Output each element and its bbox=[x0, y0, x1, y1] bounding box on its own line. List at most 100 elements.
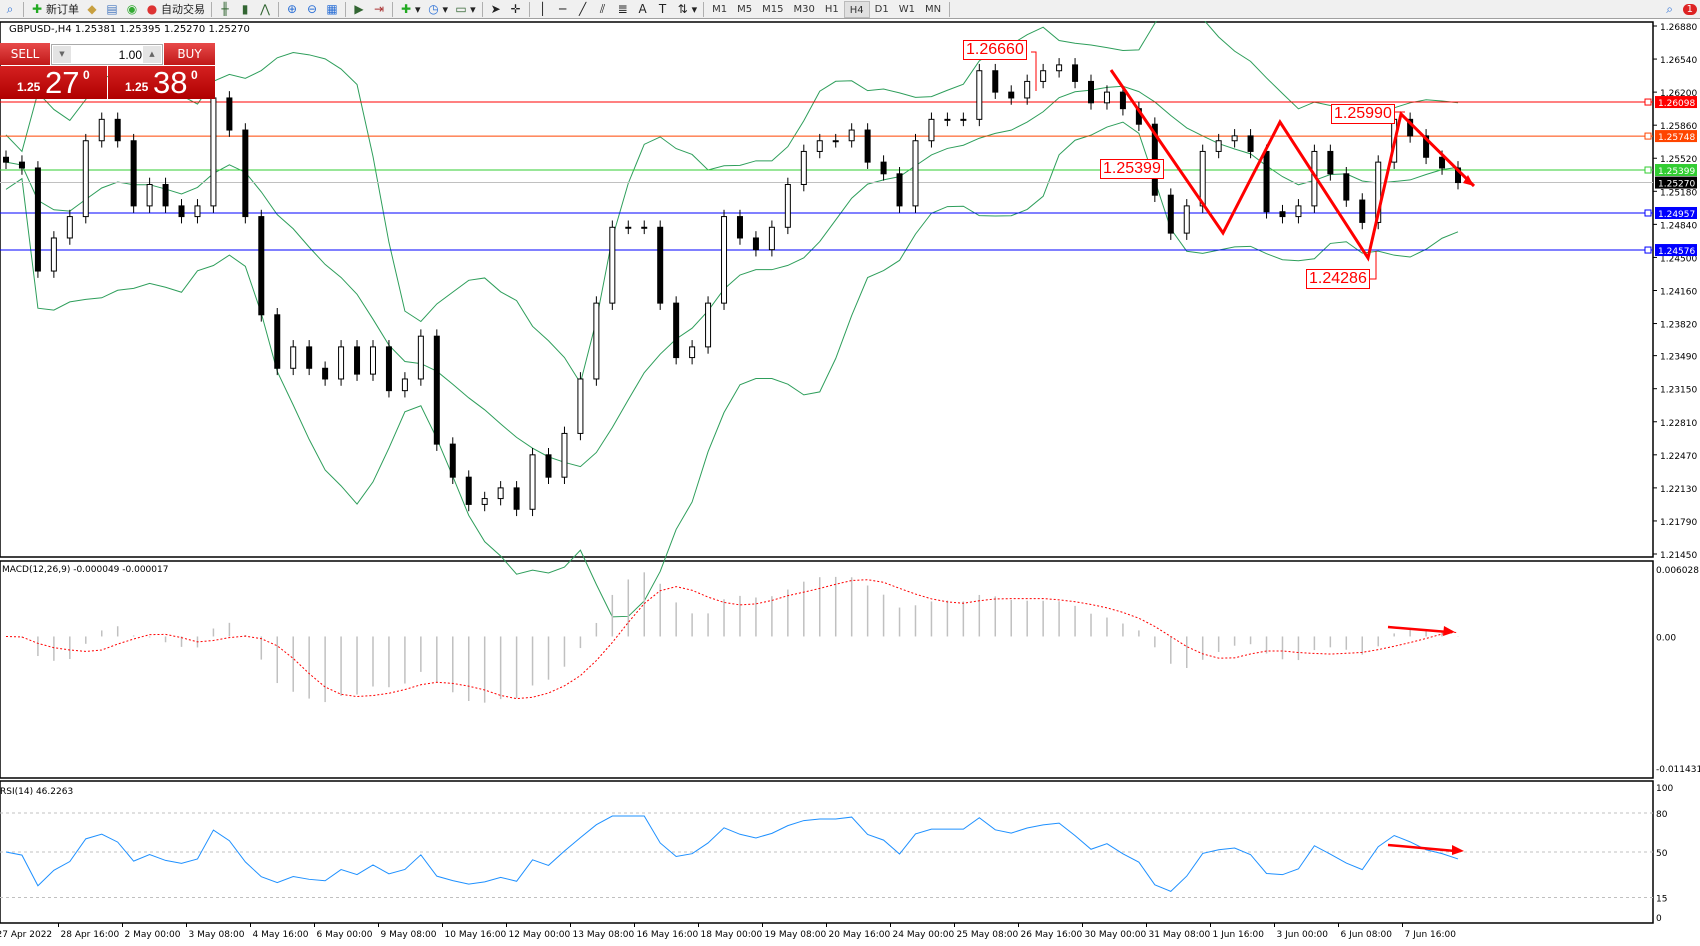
history-button[interactable]: ▤ bbox=[102, 0, 122, 18]
candle-body bbox=[338, 346, 345, 380]
market-watch-button[interactable]: ◆ bbox=[82, 0, 102, 18]
zoom-in-button[interactable]: ⊕ bbox=[282, 0, 302, 18]
decrease-lot-button[interactable]: ▼ bbox=[53, 46, 71, 63]
chart-shift-button[interactable]: ⇥ bbox=[369, 0, 389, 18]
templates-button[interactable]: ▭ ▾ bbox=[455, 2, 476, 16]
lot-size-input[interactable] bbox=[72, 46, 142, 63]
candle-body bbox=[784, 183, 791, 228]
timeframe-d1[interactable]: D1 bbox=[874, 3, 889, 15]
annotation-high[interactable]: 1.26660 bbox=[963, 40, 1027, 60]
text-button[interactable]: A bbox=[633, 0, 653, 18]
sell-price[interactable]: 1.25 27 0 bbox=[0, 65, 107, 100]
zoom-out-button[interactable]: ⊖ bbox=[302, 0, 322, 18]
candle-body bbox=[82, 140, 89, 218]
sell-button[interactable]: SELL bbox=[0, 43, 50, 65]
vertical-line-button[interactable]: │ bbox=[533, 0, 553, 18]
indicators-button[interactable]: ✚ ▾ bbox=[400, 2, 421, 16]
channel-button[interactable]: ⫽ bbox=[593, 0, 613, 18]
candle-body bbox=[1439, 156, 1446, 169]
bar-chart-button[interactable]: ╫ bbox=[215, 0, 235, 18]
label-button[interactable]: T bbox=[653, 0, 673, 18]
candle-body bbox=[481, 498, 488, 505]
annotation-swing-high[interactable]: 1.25990 bbox=[1331, 104, 1395, 124]
buy-button[interactable]: BUY bbox=[164, 43, 215, 65]
autoscroll-icon: ▶ bbox=[354, 2, 364, 16]
candle-body bbox=[1167, 194, 1174, 234]
candle-body bbox=[1215, 140, 1222, 152]
lot-size-stepper[interactable]: ▼ ▲ bbox=[51, 44, 163, 65]
price-tick-label: 1.26540 bbox=[1660, 56, 1697, 66]
time-label: 18 May 00:00 bbox=[701, 930, 763, 940]
crosshair-button[interactable]: ✛ bbox=[506, 0, 526, 18]
timeframe-h1[interactable]: H1 bbox=[824, 3, 839, 15]
tile-windows-button[interactable]: ▦ bbox=[322, 0, 342, 18]
cursor-button[interactable]: ➤ bbox=[486, 0, 506, 18]
horizontal-line-handle bbox=[1644, 98, 1652, 106]
arrow-head-icon bbox=[1452, 845, 1464, 855]
folder-icon: ◆ bbox=[87, 2, 97, 16]
candle-body bbox=[114, 118, 121, 142]
annotation-low[interactable]: 1.24286 bbox=[1306, 269, 1370, 289]
price-tag-label: 1.25748 bbox=[1658, 133, 1695, 143]
timeframe-m15[interactable]: M15 bbox=[762, 3, 784, 15]
timeframe-mn[interactable]: MN bbox=[924, 3, 942, 15]
zoom-icon[interactable]: ⌕ bbox=[6, 2, 14, 16]
time-label: 6 Jun 08:00 bbox=[1341, 930, 1393, 940]
rsi-tick-label: 80 bbox=[1656, 810, 1668, 820]
signals-button[interactable]: ◉ bbox=[122, 0, 142, 18]
candle-body bbox=[976, 70, 983, 120]
auto-trade-button[interactable]: ● 自动交易 bbox=[142, 0, 208, 18]
candle-body bbox=[3, 156, 9, 163]
candle-body bbox=[258, 216, 265, 316]
time-label: 7 Jun 16:00 bbox=[1405, 930, 1457, 940]
candle-body bbox=[752, 237, 759, 251]
buy-price[interactable]: 1.25 38 0 bbox=[108, 65, 215, 100]
candle-body bbox=[992, 70, 999, 93]
new-order-icon: ✚ bbox=[31, 2, 43, 16]
search-button[interactable]: ⌕ bbox=[1660, 0, 1680, 18]
timeframe-h4[interactable]: H4 bbox=[843, 0, 870, 18]
candle-body bbox=[1103, 91, 1110, 104]
bar-chart-icon: ╫ bbox=[221, 2, 229, 16]
candle-chart-button[interactable]: ▮ bbox=[235, 0, 255, 18]
horizontal-line-button[interactable]: ─ bbox=[553, 0, 573, 18]
candle-body bbox=[369, 346, 376, 375]
candle-body bbox=[130, 140, 137, 207]
annotation-neckline[interactable]: 1.25399 bbox=[1100, 159, 1164, 179]
chart-shift-icon: ⇥ bbox=[373, 2, 385, 16]
macd-tick-label: 0.00 bbox=[1656, 633, 1676, 643]
trendline-button[interactable]: ╱ bbox=[573, 0, 593, 18]
new-order-button[interactable]: ✚ 新订单 bbox=[27, 0, 82, 18]
candle-body bbox=[417, 335, 424, 380]
periods-button[interactable]: ◷ ▾ bbox=[428, 2, 449, 16]
candle-body bbox=[944, 118, 951, 121]
timeframe-m5[interactable]: M5 bbox=[737, 3, 753, 15]
price-tag bbox=[1655, 244, 1697, 257]
increase-lot-button[interactable]: ▲ bbox=[143, 46, 161, 63]
candle-body bbox=[1359, 199, 1366, 223]
candle-body bbox=[705, 302, 712, 348]
candle-body bbox=[1072, 64, 1079, 82]
time-label: 20 May 16:00 bbox=[829, 930, 891, 940]
timeframe-w1[interactable]: W1 bbox=[898, 3, 915, 15]
candle-body bbox=[1008, 91, 1015, 99]
candle-body bbox=[1247, 135, 1254, 152]
arrow-head-icon bbox=[1443, 626, 1455, 636]
price-tick-label: 1.25180 bbox=[1660, 188, 1697, 198]
fibonacci-button[interactable]: ≣ bbox=[613, 0, 633, 18]
line-chart-button[interactable]: ⋀ bbox=[255, 0, 275, 18]
timeframe-m30[interactable]: M30 bbox=[793, 3, 815, 15]
sell-price-fraction: 0 bbox=[83, 68, 90, 82]
candle-body bbox=[18, 161, 25, 169]
notifications-button[interactable]: 1 bbox=[1680, 0, 1700, 18]
timeframe-m1[interactable]: M1 bbox=[712, 3, 728, 15]
divider bbox=[528, 1, 530, 17]
auto-trade-label: 自动交易 bbox=[161, 3, 205, 16]
arrows-button[interactable]: ⇅ ▾ bbox=[677, 2, 698, 16]
autoscroll-button[interactable]: ▶ bbox=[349, 0, 369, 18]
signal-icon: ◉ bbox=[126, 2, 138, 16]
candle-body bbox=[1040, 70, 1047, 82]
time-label: 2 May 00:00 bbox=[125, 930, 181, 940]
